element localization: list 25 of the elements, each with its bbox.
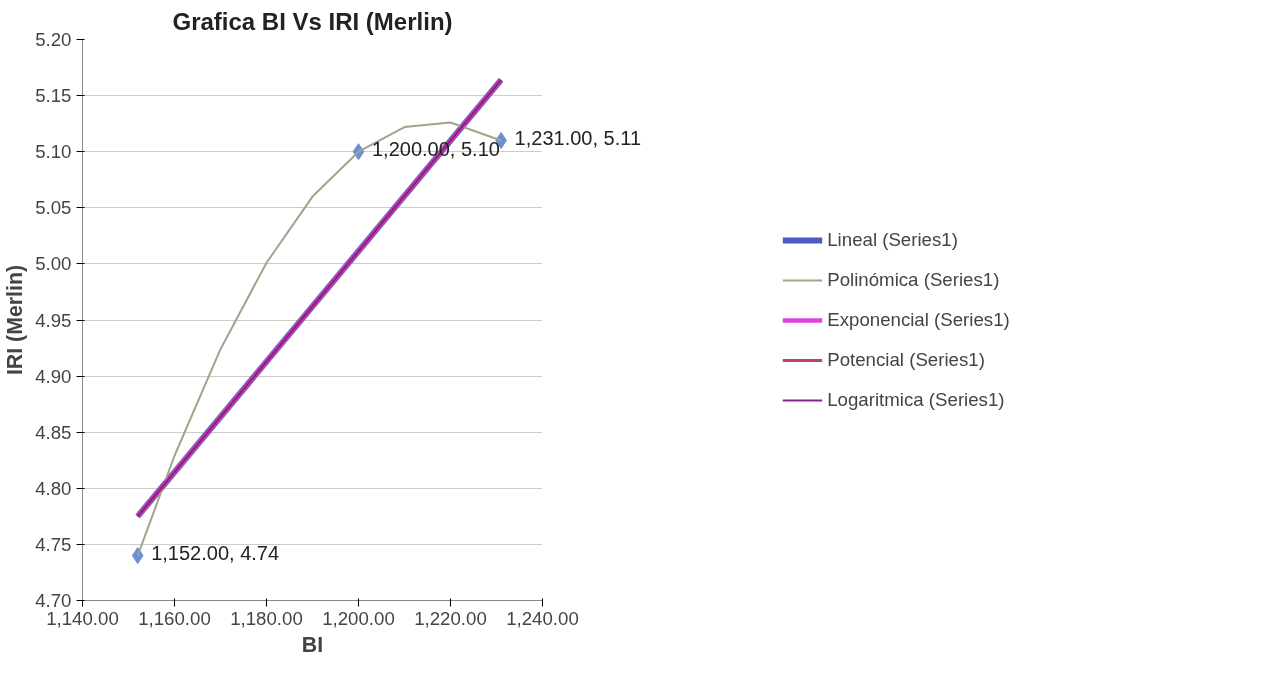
x-tick-label: 1,180.00 bbox=[230, 607, 303, 629]
y-axis-title: IRI (Merlin) bbox=[3, 264, 28, 376]
legend-label: Logaritmica (Series1) bbox=[827, 388, 1005, 411]
data-label: 1,231.00, 5.11 bbox=[514, 126, 641, 150]
y-tick-label: 4.85 bbox=[35, 421, 72, 443]
legend-label: Lineal (Series1) bbox=[827, 228, 958, 251]
y-tick-label: 4.90 bbox=[35, 365, 72, 387]
y-tick-label: 4.80 bbox=[35, 477, 72, 499]
y-tick-label: 5.10 bbox=[35, 141, 72, 163]
y-tick-label: 4.75 bbox=[35, 533, 72, 555]
x-tick-label: 1,240.00 bbox=[506, 607, 579, 629]
y-tick-label: 5.00 bbox=[35, 253, 72, 275]
legend-label: Exponencial (Series1) bbox=[827, 308, 1010, 331]
data-label: 1,152.00, 4.74 bbox=[151, 542, 280, 566]
legend-label: Polinómica (Series1) bbox=[827, 268, 1000, 291]
y-tick-label: 4.95 bbox=[35, 309, 72, 331]
x-tick-label: 1,220.00 bbox=[414, 607, 487, 629]
x-tick-label: 1,160.00 bbox=[138, 607, 211, 629]
y-tick-label: 5.05 bbox=[35, 197, 72, 219]
chart-title: Grafica BI Vs IRI (Merlin) bbox=[172, 7, 453, 35]
y-tick-label: 5.15 bbox=[35, 85, 72, 107]
x-tick-label: 1,200.00 bbox=[322, 607, 395, 629]
x-axis-title: BI bbox=[301, 632, 324, 657]
legend-label: Potencial (Series1) bbox=[827, 348, 985, 371]
y-tick-label: 5.20 bbox=[35, 29, 72, 50]
